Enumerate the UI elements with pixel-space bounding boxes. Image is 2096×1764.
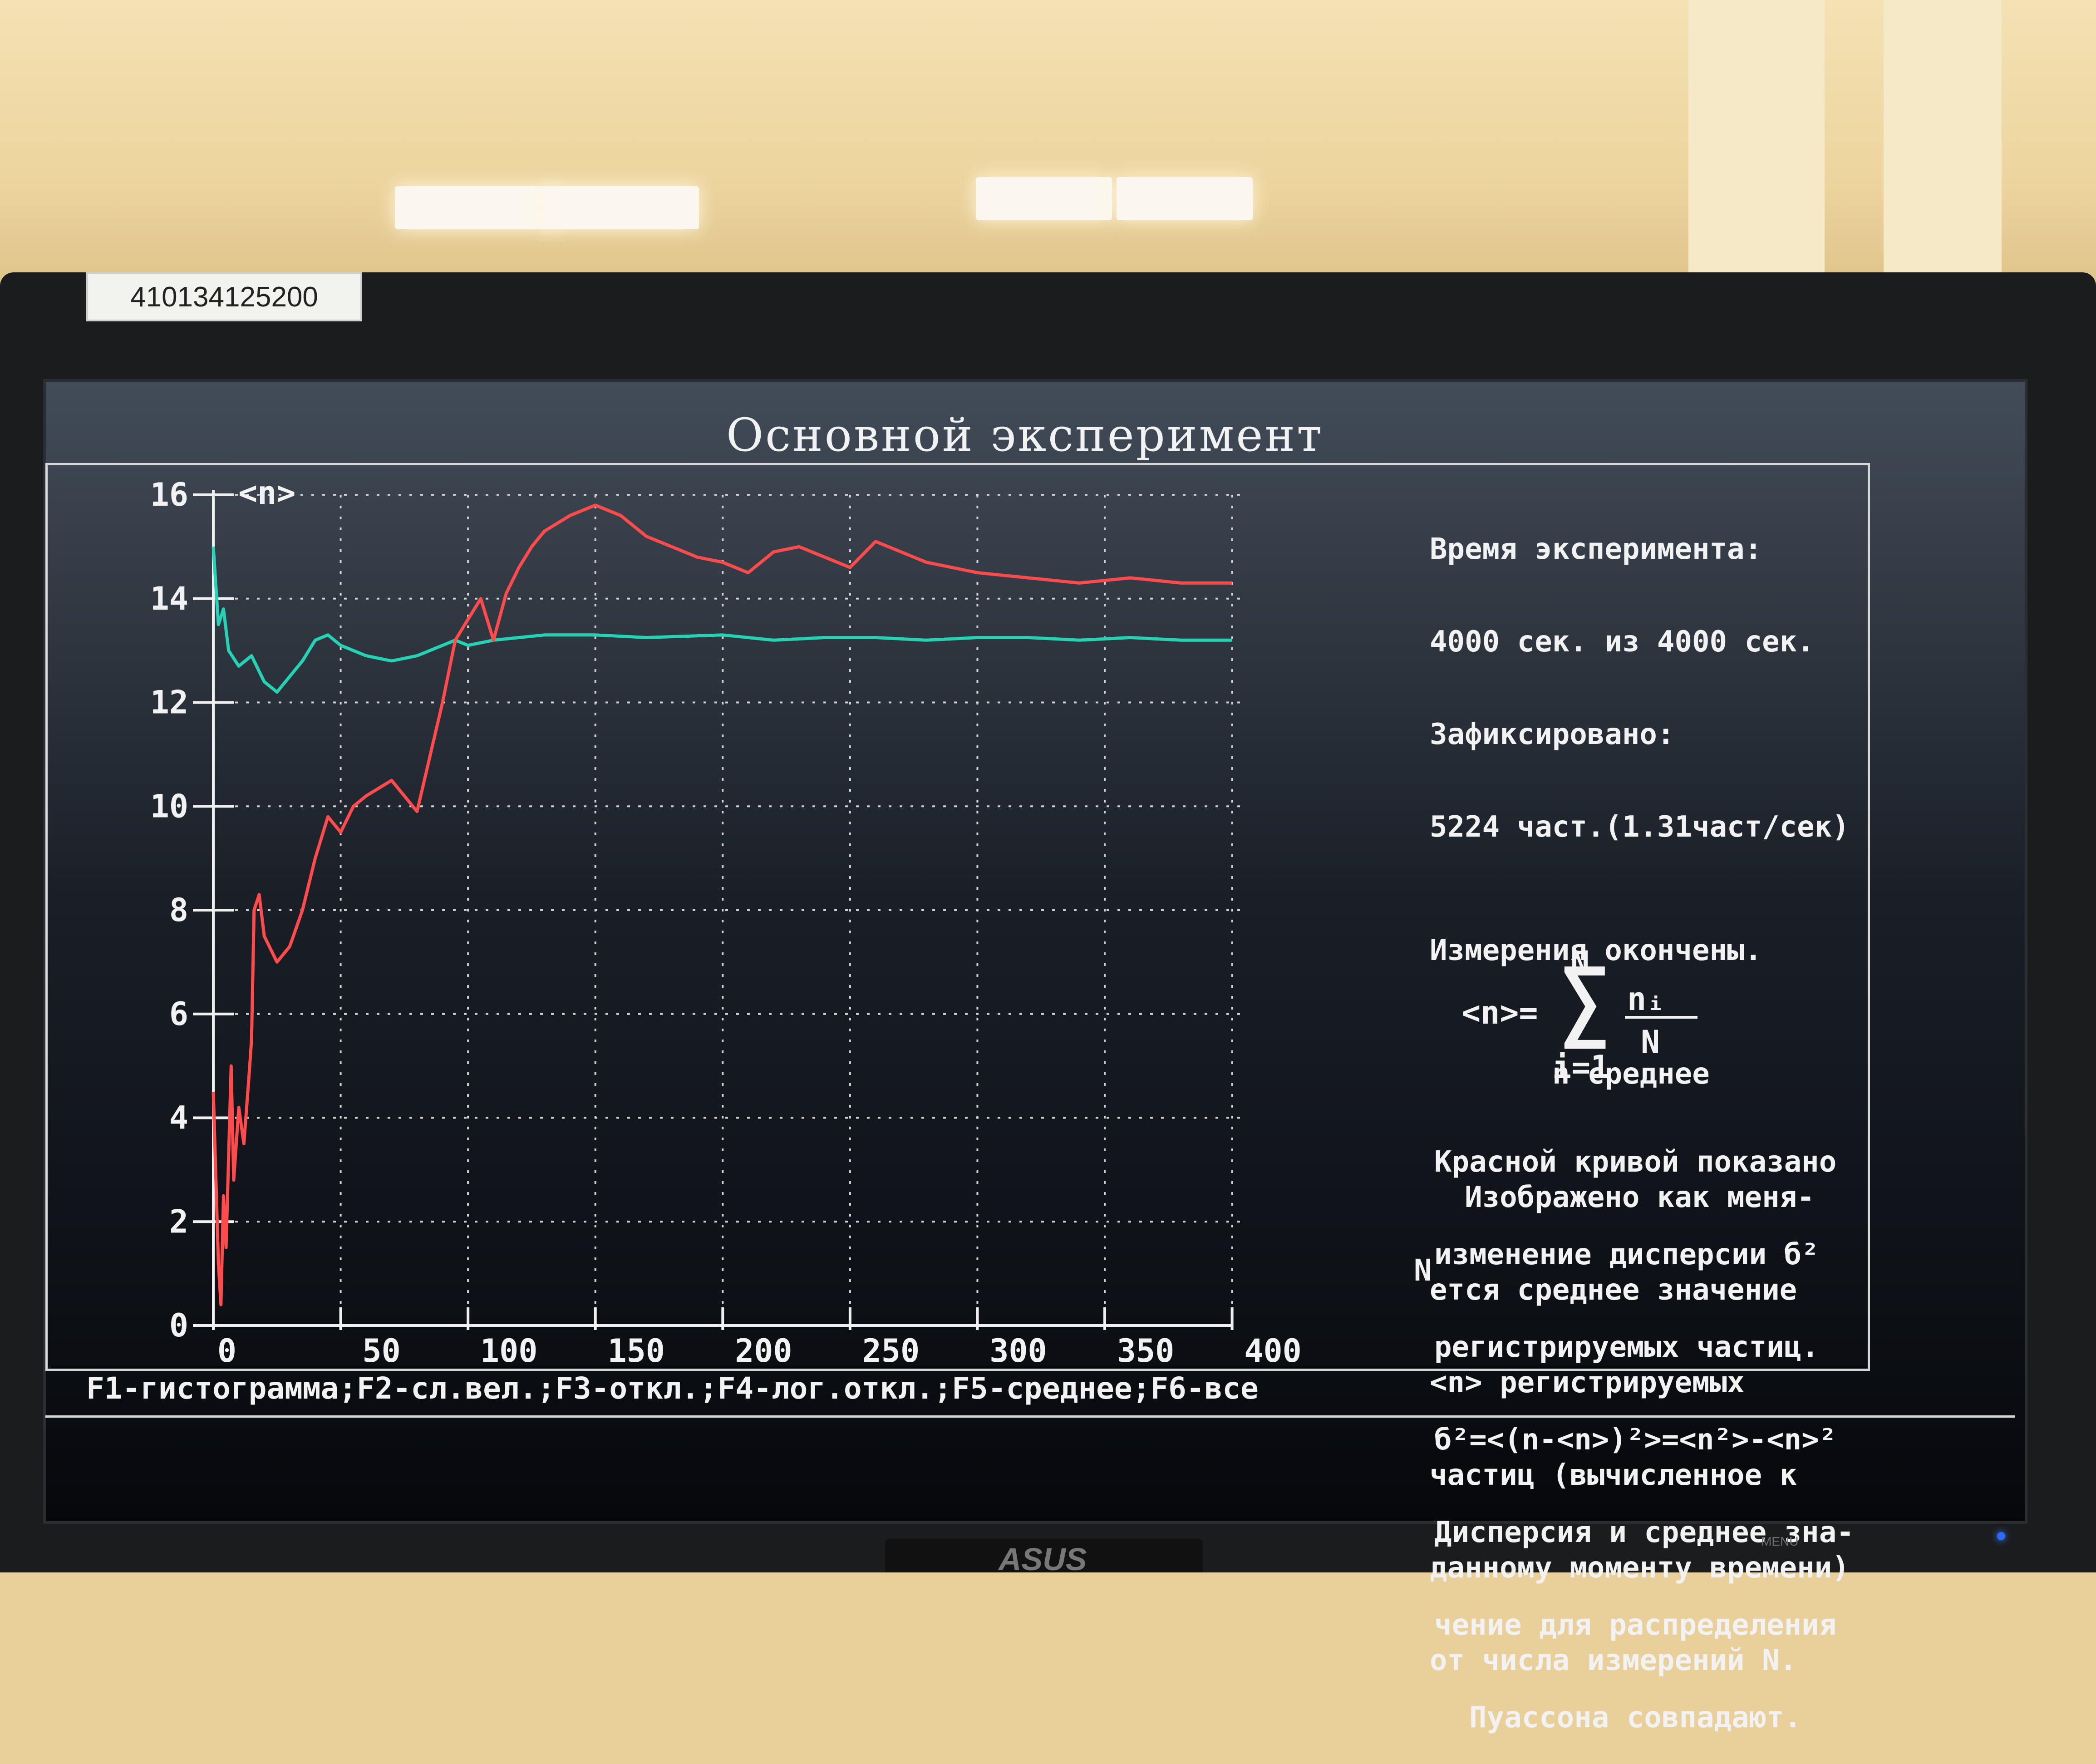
ceiling-light bbox=[545, 186, 699, 229]
sum-upper-limit: N bbox=[1570, 944, 1590, 981]
y-tick-label: 10 bbox=[150, 788, 188, 825]
y-tick-label: 14 bbox=[150, 580, 188, 617]
sum-lower-limit: i=1 bbox=[1552, 1049, 1610, 1086]
variance-line: чение для распределения bbox=[1434, 1608, 1837, 1642]
variance-info: Красной кривой показано изменение диспер… bbox=[1434, 1085, 2033, 1764]
mean-series-line bbox=[212, 547, 1232, 694]
variance-line: изменение дисперсии б² bbox=[1434, 1238, 1819, 1271]
formula-denominator: N bbox=[1641, 1024, 1660, 1061]
ceiling-light bbox=[976, 177, 1112, 220]
variance-line: б²=<(n-<n>)²>=<n²>-<n>² bbox=[1434, 1423, 1837, 1457]
variance-line: регистрируемых частиц. bbox=[1434, 1330, 1819, 1364]
x-tick-label: 100 bbox=[480, 1332, 537, 1362]
description-line: частиц (вычисленное к bbox=[1430, 1459, 1797, 1492]
formula-lhs: <n>= bbox=[1461, 994, 1538, 1031]
asset-tag-sticker: 410134125200 bbox=[86, 272, 362, 321]
wall-pillar bbox=[1884, 0, 2002, 309]
ceiling-light bbox=[395, 186, 558, 229]
variance-line: Красной кривой показано bbox=[1434, 1145, 1837, 1179]
formula-numerator: nᵢ bbox=[1627, 981, 1666, 1018]
status-text: Измерения окончены. bbox=[1430, 934, 1762, 967]
y-tick-label: 16 bbox=[150, 476, 188, 513]
y-tick-label: 12 bbox=[150, 684, 188, 721]
sigma-icon: ∑ bbox=[1559, 951, 1611, 1051]
y-tick-label: 4 bbox=[169, 1099, 188, 1137]
y-tick-label: 0 bbox=[169, 1307, 188, 1344]
time-value: 4000 сек. из 4000 сек. bbox=[1430, 625, 1815, 659]
x-tick-label: 250 bbox=[862, 1332, 920, 1362]
x-tick-label: 200 bbox=[735, 1332, 792, 1362]
x-tick-label: 150 bbox=[608, 1332, 665, 1362]
screen-title: Основной эксперимент bbox=[726, 409, 1324, 462]
variance-line: Дисперсия и среднее зна- bbox=[1434, 1516, 1854, 1549]
y-tick-label: 2 bbox=[169, 1203, 188, 1240]
fraction-bar bbox=[1625, 1016, 1697, 1019]
x-tick-label: 0 bbox=[217, 1332, 236, 1362]
asset-tag-text: 410134125200 bbox=[130, 281, 318, 313]
mode-text: n среднее bbox=[1552, 1057, 1710, 1091]
description-line: Изображено как меня- bbox=[1430, 1181, 1815, 1214]
ceiling-light bbox=[1117, 177, 1253, 220]
room-background bbox=[0, 0, 2096, 309]
fixed-value: 5224 част.(1.31част/сек) bbox=[1430, 810, 1850, 844]
description-line: <n> регистрируемых bbox=[1430, 1366, 1745, 1399]
description-line: ется среднее значение bbox=[1430, 1273, 1797, 1307]
y-axis-label: <n> bbox=[238, 474, 295, 512]
menu-button-label: MENU bbox=[1761, 1534, 1799, 1548]
y-tick-label: 8 bbox=[169, 892, 188, 929]
power-led-icon bbox=[1997, 1532, 2005, 1540]
function-key-bar: F1-гистограмма;F2-сл.вел.;F3-откл.;F4-ло… bbox=[86, 1371, 1259, 1406]
x-tick-label: 400 bbox=[1244, 1332, 1301, 1362]
wall-pillar bbox=[1688, 0, 1825, 309]
variance-series-line bbox=[212, 503, 1232, 1306]
x-axis-letter: N bbox=[1414, 1253, 1432, 1288]
monitor-logo: ASUS bbox=[999, 1542, 1087, 1577]
y-tick-label: 6 bbox=[169, 995, 188, 1033]
time-label: Время эксперимента: bbox=[1430, 532, 1762, 566]
monitor-stand bbox=[885, 1539, 1203, 1572]
x-tick-label: 300 bbox=[989, 1332, 1047, 1362]
x-tick-label: 50 bbox=[362, 1332, 400, 1362]
x-tick-label: 350 bbox=[1117, 1332, 1174, 1362]
average-chart: 0 2 4 6 8 10 12 14 16 0 50 100 150 200 250 300 350 400 <n> bbox=[150, 474, 1302, 1362]
monitor-screen bbox=[43, 379, 2027, 1524]
fixed-label: Зафиксировано: bbox=[1430, 718, 1675, 751]
screen-frame bbox=[45, 463, 1870, 1371]
footer-separator bbox=[45, 1415, 2015, 1418]
variance-line: Пуассона совпадают. bbox=[1434, 1701, 1802, 1734]
